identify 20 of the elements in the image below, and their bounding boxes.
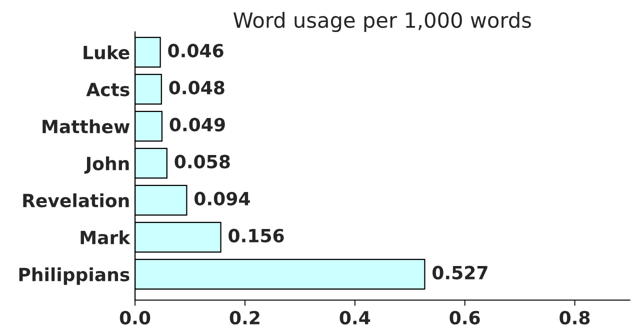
data-label: 0.046: [168, 44, 224, 58]
data-label: 0.094: [194, 192, 250, 206]
data-label: 0.048: [169, 80, 224, 94]
x-tick-label: 0.0: [120, 310, 150, 325]
y-tick-label: Luke: [84, 45, 130, 60]
y-tick-label: Revelation: [23, 193, 129, 208]
data-label: 0.049: [170, 118, 225, 132]
data-label: 0.058: [174, 154, 230, 168]
x-tick-label: 0.6: [450, 310, 480, 325]
chart-title: Word usage per 1,000 words: [233, 12, 531, 32]
y-tick-label: Acts: [86, 82, 130, 96]
y-tick-label: Matthew: [42, 119, 130, 134]
y-tick-label: John: [84, 156, 129, 174]
data-label: 0.156: [228, 228, 284, 242]
y-tick-label: Mark: [80, 230, 131, 244]
y-tick-label: Philippians: [19, 267, 130, 285]
data-label: 0.527: [432, 266, 488, 280]
x-tick-label: 0.4: [340, 310, 370, 325]
x-tick-label: 0.2: [230, 310, 260, 325]
x-tick-label: 0.8: [560, 310, 590, 325]
